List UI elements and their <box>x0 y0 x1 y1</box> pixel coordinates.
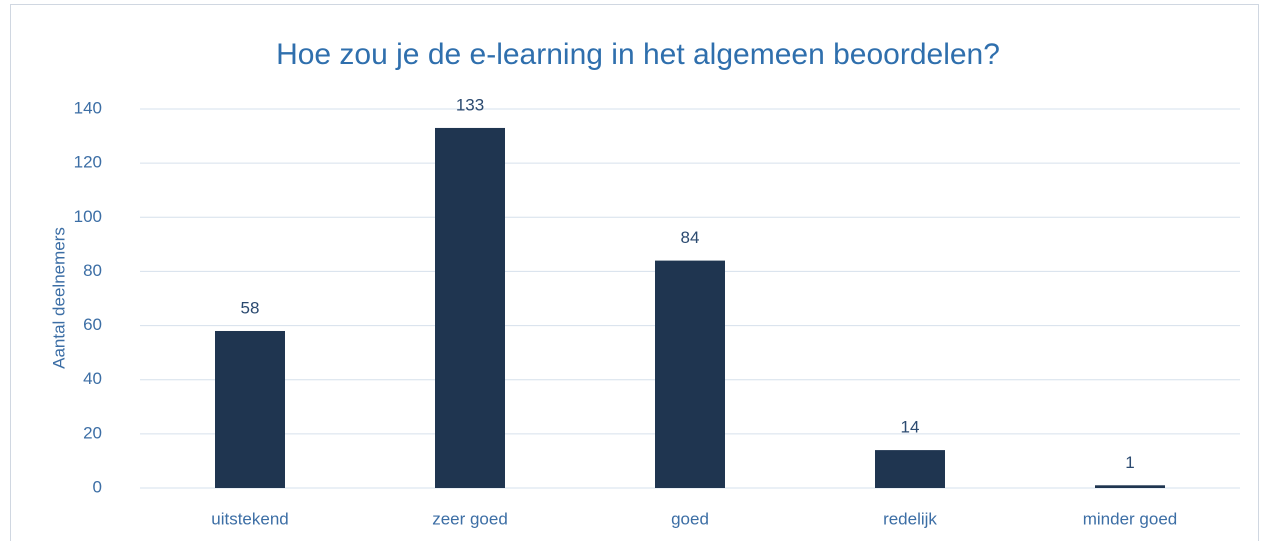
y-tick-label: 40 <box>83 369 102 388</box>
y-tick-label: 100 <box>74 207 102 226</box>
bar <box>435 127 505 488</box>
y-tick-label: 0 <box>93 477 102 496</box>
y-tick-label: 60 <box>83 315 102 334</box>
y-tick-label: 120 <box>74 153 102 172</box>
bar <box>215 330 285 488</box>
bar <box>1095 485 1165 488</box>
data-label: 133 <box>456 95 484 114</box>
chart-title: Hoe zou je de e-learning in het algemeen… <box>276 38 1000 71</box>
data-label: 14 <box>901 418 920 437</box>
data-label: 1 <box>1125 453 1134 472</box>
x-tick-label: goed <box>671 509 709 528</box>
chart-border <box>10 4 1259 541</box>
y-tick-label: 140 <box>74 98 102 117</box>
y-tick-label: 20 <box>83 423 102 442</box>
y-tick-label: 80 <box>83 261 102 280</box>
data-label: 58 <box>241 298 260 317</box>
x-tick-label: minder goed <box>1083 509 1178 528</box>
x-tick-label: zeer goed <box>432 509 508 528</box>
x-tick-label: redelijk <box>883 509 937 528</box>
y-axis-label: Aantal deelnemers <box>49 227 68 369</box>
bar <box>875 450 945 488</box>
bar <box>655 260 725 488</box>
x-tick-label: uitstekend <box>211 509 289 528</box>
data-label: 84 <box>681 228 700 247</box>
